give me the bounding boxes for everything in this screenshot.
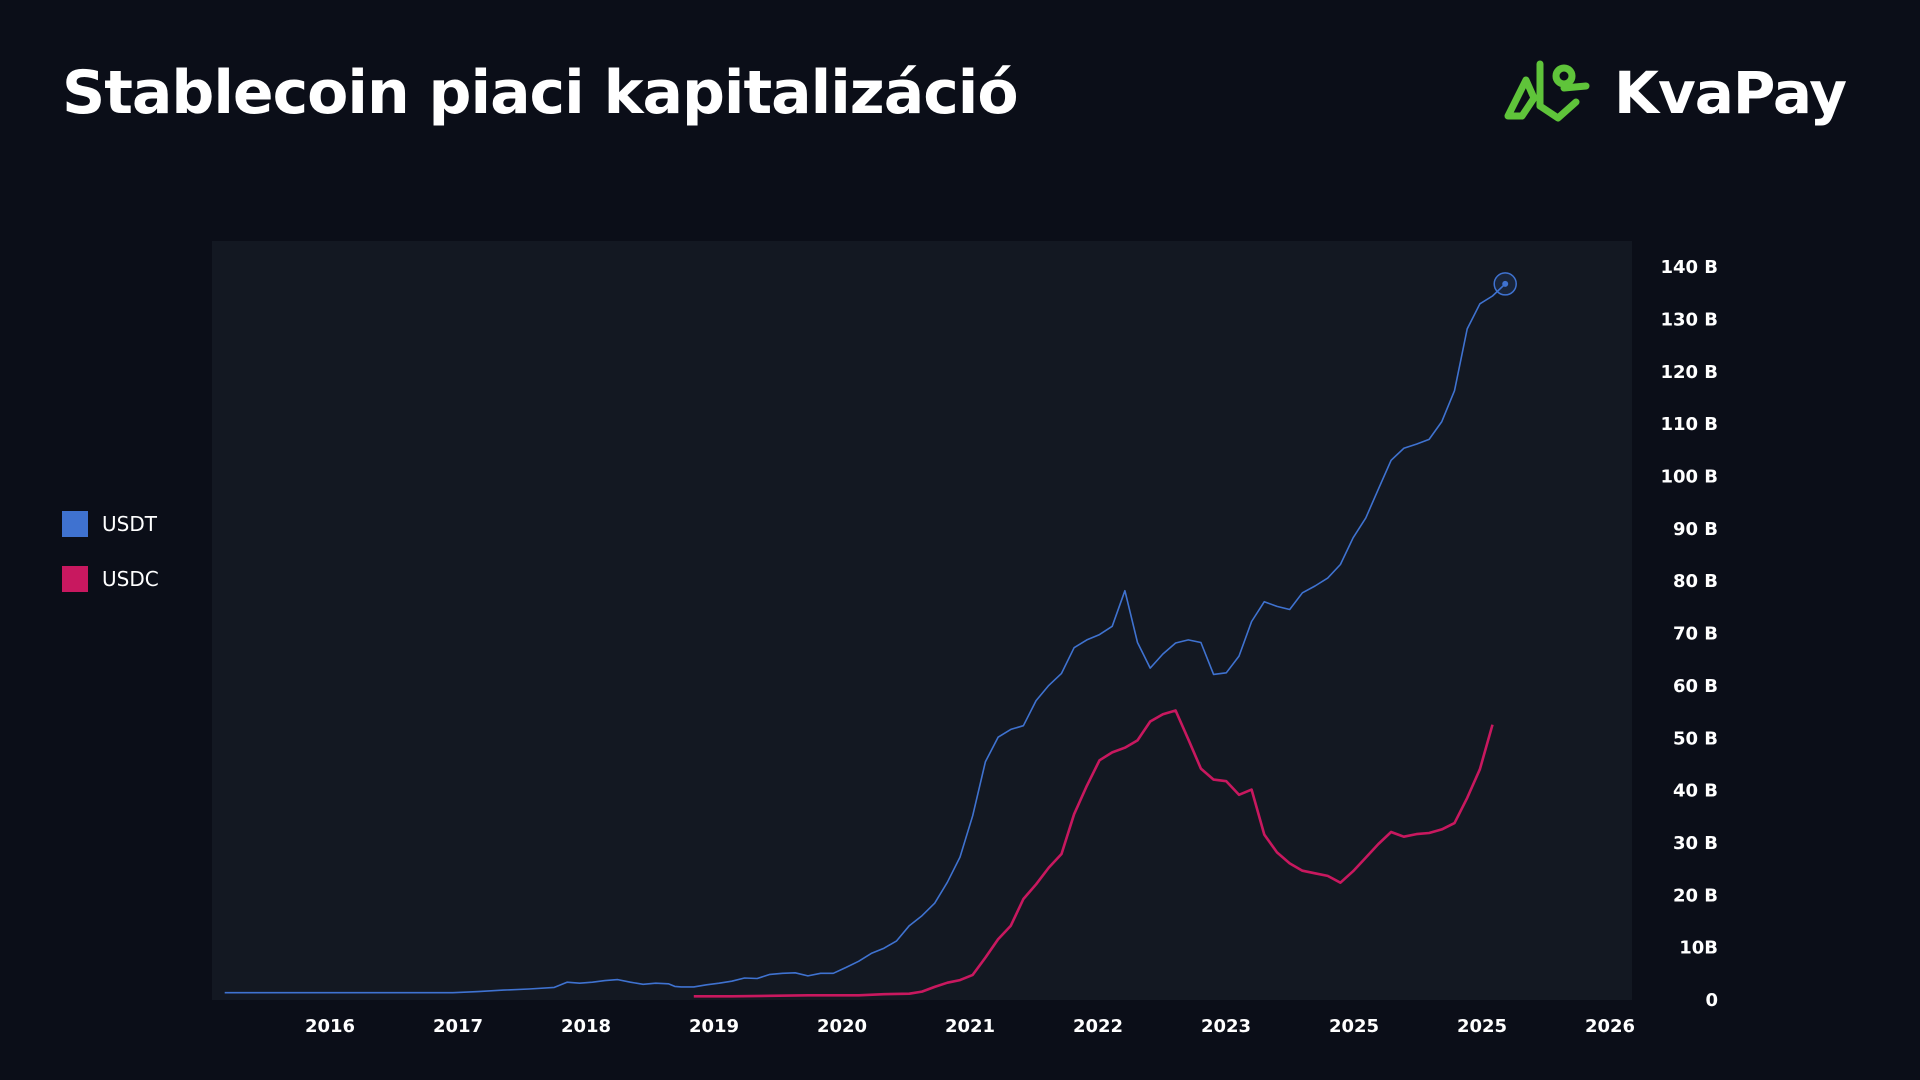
- y-tick-label: 60 B: [1673, 676, 1718, 697]
- y-tick-label: 40 B: [1673, 781, 1718, 802]
- x-tick-label: 2019: [689, 1016, 739, 1037]
- legend-item-usdt[interactable]: USDT: [62, 510, 159, 538]
- y-tick-label: 140 B: [1660, 257, 1718, 278]
- legend-label-usdt: USDT: [102, 512, 157, 536]
- y-tick-label: 30 B: [1673, 833, 1718, 854]
- x-tick-label: 2021: [945, 1016, 995, 1037]
- series-layer: [224, 272, 1517, 998]
- legend-label-usdc: USDC: [102, 567, 159, 591]
- y-tick-label: 100 B: [1660, 467, 1718, 488]
- x-axis: 2016 2017 2018 2019 2020 2021 2022 2023 2025 2025…: [305, 1016, 1635, 1037]
- y-tick-label: 10B: [1679, 938, 1718, 959]
- page-title: Stablecoin piaci kapitalizáció: [62, 58, 1019, 128]
- series-line-usdt: [224, 283, 1506, 994]
- logo: KvaPay: [1500, 58, 1847, 128]
- usdt-end-marker: [1502, 280, 1509, 287]
- y-tick-label: 0: [1705, 990, 1718, 1011]
- x-tick-label: 2017: [433, 1016, 483, 1037]
- legend-swatch-usdt: [62, 511, 88, 537]
- y-tick-label: 20 B: [1673, 885, 1718, 906]
- chart-legend: USDT USDC: [62, 510, 159, 620]
- kvapay-logo-icon: [1504, 60, 1590, 122]
- x-tick-label: 2025: [1457, 1016, 1507, 1037]
- x-tick-label: 2022: [1073, 1016, 1123, 1037]
- y-tick-label: 110 B: [1660, 414, 1718, 435]
- x-tick-label: 2018: [561, 1016, 611, 1037]
- y-tick-label: 50 B: [1673, 728, 1718, 749]
- y-axis: 0 10B 20 B 30 B 40 B 50 B 60 B 70 B 80 B 90 B 100 …: [1660, 257, 1718, 1011]
- legend-item-usdc[interactable]: USDC: [62, 565, 159, 593]
- x-tick-label: 2020: [817, 1016, 867, 1037]
- y-tick-label: 80 B: [1673, 571, 1718, 592]
- x-tick-label: 2026: [1585, 1016, 1635, 1037]
- x-tick-label: 2023: [1201, 1016, 1251, 1037]
- x-tick-label: 2025: [1329, 1016, 1379, 1037]
- legend-swatch-usdc: [62, 566, 88, 592]
- plot-area: [212, 241, 1632, 1000]
- x-tick-label: 2016: [305, 1016, 355, 1037]
- y-tick-label: 90 B: [1673, 519, 1718, 540]
- y-tick-label: 120 B: [1660, 362, 1718, 383]
- logo-text: KvaPay: [1614, 59, 1847, 127]
- y-tick-label: 70 B: [1673, 624, 1718, 645]
- series-line-usdc: [693, 709, 1494, 998]
- y-tick-label: 130 B: [1660, 310, 1718, 331]
